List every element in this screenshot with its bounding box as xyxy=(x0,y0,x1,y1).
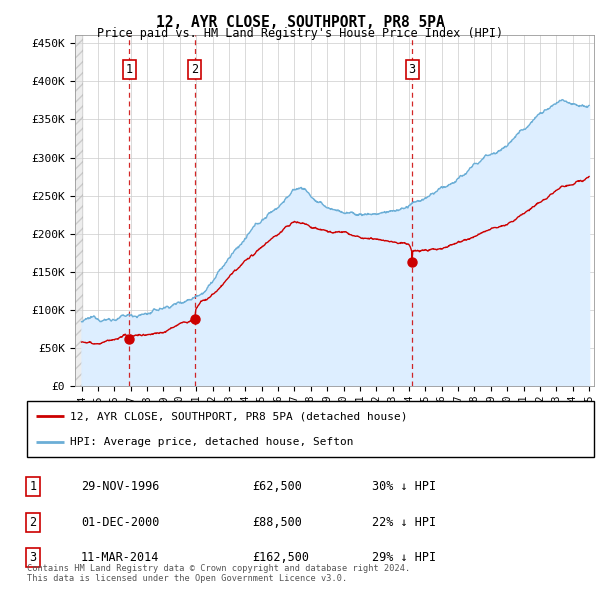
Text: 30% ↓ HPI: 30% ↓ HPI xyxy=(372,480,436,493)
Text: £88,500: £88,500 xyxy=(252,516,302,529)
Text: Price paid vs. HM Land Registry's House Price Index (HPI): Price paid vs. HM Land Registry's House … xyxy=(97,27,503,40)
Text: £162,500: £162,500 xyxy=(252,551,309,564)
FancyBboxPatch shape xyxy=(27,401,594,457)
Text: HPI: Average price, detached house, Sefton: HPI: Average price, detached house, Seft… xyxy=(70,437,353,447)
Text: £62,500: £62,500 xyxy=(252,480,302,493)
Text: 29% ↓ HPI: 29% ↓ HPI xyxy=(372,551,436,564)
Text: 2: 2 xyxy=(191,63,199,76)
Text: 1: 1 xyxy=(125,63,133,76)
Text: 3: 3 xyxy=(29,551,37,564)
Text: 3: 3 xyxy=(409,63,416,76)
Text: 29-NOV-1996: 29-NOV-1996 xyxy=(81,480,160,493)
Bar xyxy=(73,35,83,386)
Text: 11-MAR-2014: 11-MAR-2014 xyxy=(81,551,160,564)
Text: 01-DEC-2000: 01-DEC-2000 xyxy=(81,516,160,529)
Text: Contains HM Land Registry data © Crown copyright and database right 2024.
This d: Contains HM Land Registry data © Crown c… xyxy=(27,563,410,583)
Text: 1: 1 xyxy=(29,480,37,493)
Text: 2: 2 xyxy=(29,516,37,529)
Text: 12, AYR CLOSE, SOUTHPORT, PR8 5PA: 12, AYR CLOSE, SOUTHPORT, PR8 5PA xyxy=(155,15,445,30)
Text: 12, AYR CLOSE, SOUTHPORT, PR8 5PA (detached house): 12, AYR CLOSE, SOUTHPORT, PR8 5PA (detac… xyxy=(70,411,407,421)
Text: 22% ↓ HPI: 22% ↓ HPI xyxy=(372,516,436,529)
